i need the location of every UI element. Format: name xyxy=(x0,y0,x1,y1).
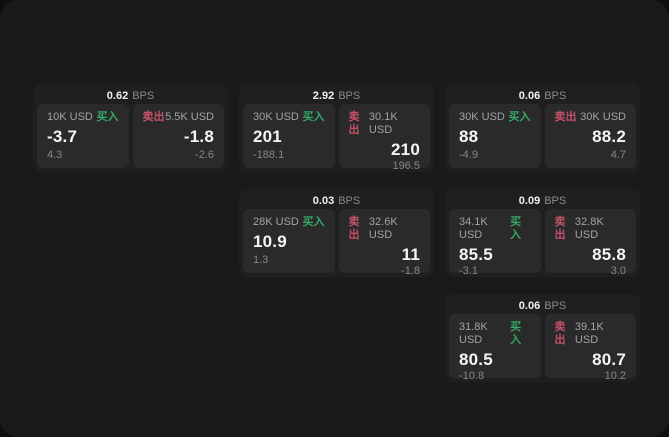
buy-price: 88 xyxy=(459,127,479,146)
buy-sub-value: -188.1 xyxy=(253,149,285,161)
buy-action-label: 买入 xyxy=(510,321,522,346)
sell-sub-value: 3.0 xyxy=(610,265,626,277)
sell-price: 80.7 xyxy=(592,350,626,369)
sell-price: 88.2 xyxy=(592,127,626,146)
spread-header: 0.06 BPS xyxy=(449,88,636,104)
sell-price: 85.8 xyxy=(592,245,626,264)
buy-price: 85.5 xyxy=(459,245,493,264)
buy-action-label: 买入 xyxy=(510,216,522,241)
sell-action-label: 卖出 xyxy=(554,111,577,123)
buy-quote-tile[interactable]: 31.8K USD 买入 80.5 -10.8 xyxy=(449,314,541,382)
quote-grid: 0.62 BPS 10K USD 买入 -3.7 4.3 卖出 5.5K USD xyxy=(33,84,640,382)
buy-quote-tile[interactable]: 34.1K USD 买入 85.5 -3.1 xyxy=(449,209,541,277)
buy-quote-tile[interactable]: 10K USD 买入 -3.7 4.3 xyxy=(37,104,129,168)
quote-card: 0.62 BPS 10K USD 买入 -3.7 4.3 卖出 5.5K USD xyxy=(33,84,228,172)
buy-price: 80.5 xyxy=(459,350,493,369)
spread-header: 0.62 BPS xyxy=(37,88,224,104)
sell-notional: 32.6K USD xyxy=(368,216,398,241)
buy-notional: 28K USD xyxy=(253,216,299,228)
quote-card: 0.03 BPS 28K USD 买入 10.9 1.3 卖出 32.6K US… xyxy=(239,189,434,277)
sell-quote-tile[interactable]: 卖出 30K USD 88.2 4.7 xyxy=(544,104,636,168)
buy-quote-tile[interactable]: 28K USD 买入 10.9 1.3 xyxy=(243,209,335,273)
sell-sub-value: 4.7 xyxy=(610,149,626,161)
buy-notional: 30K USD xyxy=(253,111,299,123)
sell-quote-tile[interactable]: 卖出 32.8K USD 85.8 3.0 xyxy=(544,209,636,277)
sell-notional: 30.1K USD xyxy=(368,111,398,136)
sell-quote-tile[interactable]: 卖出 30.1K USD 210 196.5 xyxy=(338,104,430,172)
buy-quote-tile[interactable]: 30K USD 买入 88 -4.9 xyxy=(449,104,541,168)
sell-action-label: 卖出 xyxy=(554,321,566,346)
sell-action-label: 卖出 xyxy=(348,216,360,241)
sell-notional: 32.8K USD xyxy=(574,216,604,241)
quote-card: 0.06 BPS 31.8K USD 买入 80.5 -10.8 卖出 39.1… xyxy=(445,294,640,382)
spread-unit: BPS xyxy=(544,300,567,312)
quote-card: 2.92 BPS 30K USD 买入 201 -188.1 卖出 30.1K … xyxy=(239,84,434,172)
spread-header: 0.03 BPS xyxy=(243,193,430,209)
spread-unit: BPS xyxy=(544,90,567,102)
buy-price: 10.9 xyxy=(253,232,287,251)
buy-notional: 31.8K USD xyxy=(459,321,488,346)
spread-value: 0.09 xyxy=(518,195,541,207)
buy-sub-value: -10.8 xyxy=(459,370,485,382)
sell-action-label: 卖出 xyxy=(142,111,165,123)
sell-sub-value: 10.2 xyxy=(604,370,626,382)
spread-value: 2.92 xyxy=(312,90,335,102)
sell-notional: 5.5K USD xyxy=(165,111,214,123)
sell-price: -1.8 xyxy=(183,127,214,146)
buy-notional: 30K USD xyxy=(459,111,505,123)
buy-price: 201 xyxy=(253,127,282,146)
sell-quote-tile[interactable]: 卖出 39.1K USD 80.7 10.2 xyxy=(544,314,636,382)
sell-quote-tile[interactable]: 卖出 5.5K USD -1.8 -2.6 xyxy=(132,104,224,168)
buy-price: -3.7 xyxy=(47,127,78,146)
quote-card: 0.09 BPS 34.1K USD 买入 85.5 -3.1 卖出 32.8K… xyxy=(445,189,640,277)
spread-header: 0.09 BPS xyxy=(449,193,636,209)
spread-unit: BPS xyxy=(132,90,155,102)
sell-sub-value: -1.8 xyxy=(401,265,420,277)
buy-action-label: 买入 xyxy=(302,216,325,228)
buy-sub-value: -4.9 xyxy=(459,149,478,161)
spread-value: 0.06 xyxy=(518,300,541,312)
spread-value: 0.06 xyxy=(518,90,541,102)
sell-sub-value: -2.6 xyxy=(195,149,214,161)
buy-action-label: 买入 xyxy=(508,111,531,123)
sell-action-label: 卖出 xyxy=(554,216,566,241)
spread-unit: BPS xyxy=(338,195,361,207)
spread-value: 0.03 xyxy=(312,195,335,207)
spread-header: 2.92 BPS xyxy=(243,88,430,104)
quote-card: 0.06 BPS 30K USD 买入 88 -4.9 卖出 30K USD xyxy=(445,84,640,172)
buy-sub-value: -3.1 xyxy=(459,265,478,277)
sell-price: 11 xyxy=(401,245,420,264)
sell-quote-tile[interactable]: 卖出 32.6K USD 11 -1.8 xyxy=(338,209,430,277)
sell-sub-value: 196.5 xyxy=(392,160,420,172)
buy-sub-value: 4.3 xyxy=(47,149,63,161)
sell-action-label: 卖出 xyxy=(348,111,360,136)
spread-unit: BPS xyxy=(544,195,567,207)
spread-unit: BPS xyxy=(338,90,361,102)
sell-price: 210 xyxy=(391,140,420,159)
spread-value: 0.62 xyxy=(106,90,129,102)
buy-action-label: 买入 xyxy=(302,111,325,123)
buy-sub-value: 1.3 xyxy=(253,254,269,266)
buy-notional: 34.1K USD xyxy=(459,216,488,241)
sell-notional: 30K USD xyxy=(580,111,626,123)
sell-notional: 39.1K USD xyxy=(574,321,604,346)
buy-notional: 10K USD xyxy=(47,111,93,123)
buy-quote-tile[interactable]: 30K USD 买入 201 -188.1 xyxy=(243,104,335,168)
spread-header: 0.06 BPS xyxy=(449,298,636,314)
buy-action-label: 买入 xyxy=(96,111,119,123)
